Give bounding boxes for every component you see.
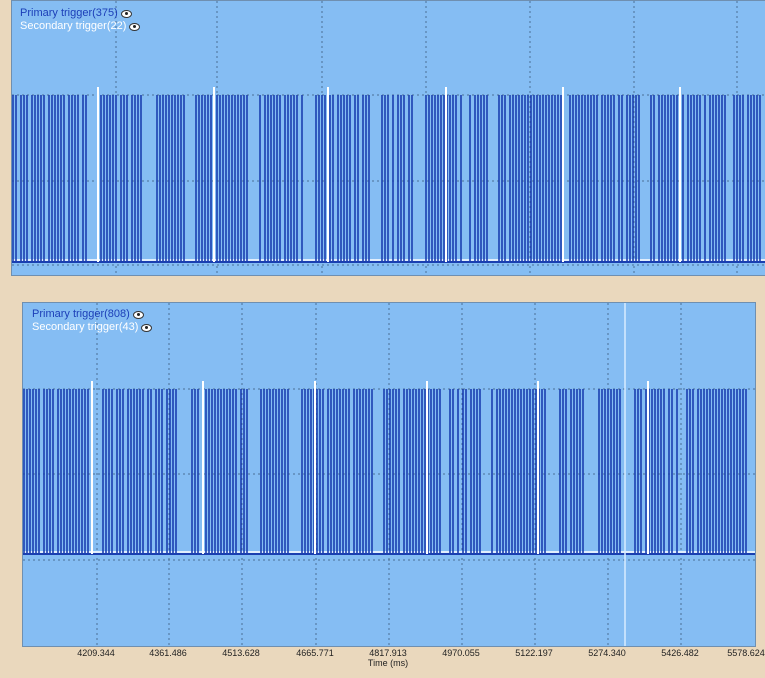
- top-legend-primary[interactable]: Primary trigger(375): [20, 7, 140, 20]
- axis-tick-label: 5274.340: [588, 648, 626, 658]
- bottom-legend-primary[interactable]: Primary trigger(808): [32, 308, 152, 321]
- bottom-legend-primary-label: Primary trigger(808): [32, 308, 130, 320]
- top-trace-area: [12, 1, 765, 275]
- axis-tick-label: 4361.486: [149, 648, 187, 658]
- top-legend-primary-label: Primary trigger(375): [20, 7, 118, 19]
- eye-icon[interactable]: [120, 9, 132, 18]
- bottom-trace-area: [23, 303, 755, 646]
- axis-tick-label: 4817.913: [369, 648, 407, 658]
- axis-tick-label: 4209.344: [77, 648, 115, 658]
- bottom-trigger-plot[interactable]: Primary trigger(808) Secondary trigger(4…: [22, 302, 756, 647]
- eye-icon[interactable]: [141, 323, 153, 332]
- axis-tick-label: 4970.055: [442, 648, 480, 658]
- bottom-legend-secondary[interactable]: Secondary trigger(43): [32, 321, 153, 334]
- axis-tick-label: 5578.624: [727, 648, 765, 658]
- bottom-legend: Primary trigger(808) Secondary trigger(4…: [32, 308, 153, 334]
- top-legend-secondary[interactable]: Secondary trigger(22): [20, 20, 141, 33]
- top-legend: Primary trigger(375) Secondary trigger(2…: [20, 7, 141, 33]
- top-trigger-plot[interactable]: Primary trigger(375) Secondary trigger(2…: [11, 0, 765, 276]
- axis-tick-label: 5426.482: [661, 648, 699, 658]
- time-axis: Time (ms) 4209.344 4361.486 4513.628 4665.7…: [22, 645, 765, 678]
- eye-icon[interactable]: [129, 22, 141, 31]
- bottom-legend-secondary-label: Secondary trigger(43): [32, 321, 139, 333]
- eye-icon[interactable]: [132, 310, 144, 319]
- axis-title: Time (ms): [367, 658, 409, 668]
- axis-tick-label: 5122.197: [515, 648, 553, 658]
- axis-tick-label: 4513.628: [222, 648, 260, 658]
- axis-tick-label: 4665.771: [296, 648, 334, 658]
- top-legend-secondary-label: Secondary trigger(22): [20, 20, 127, 32]
